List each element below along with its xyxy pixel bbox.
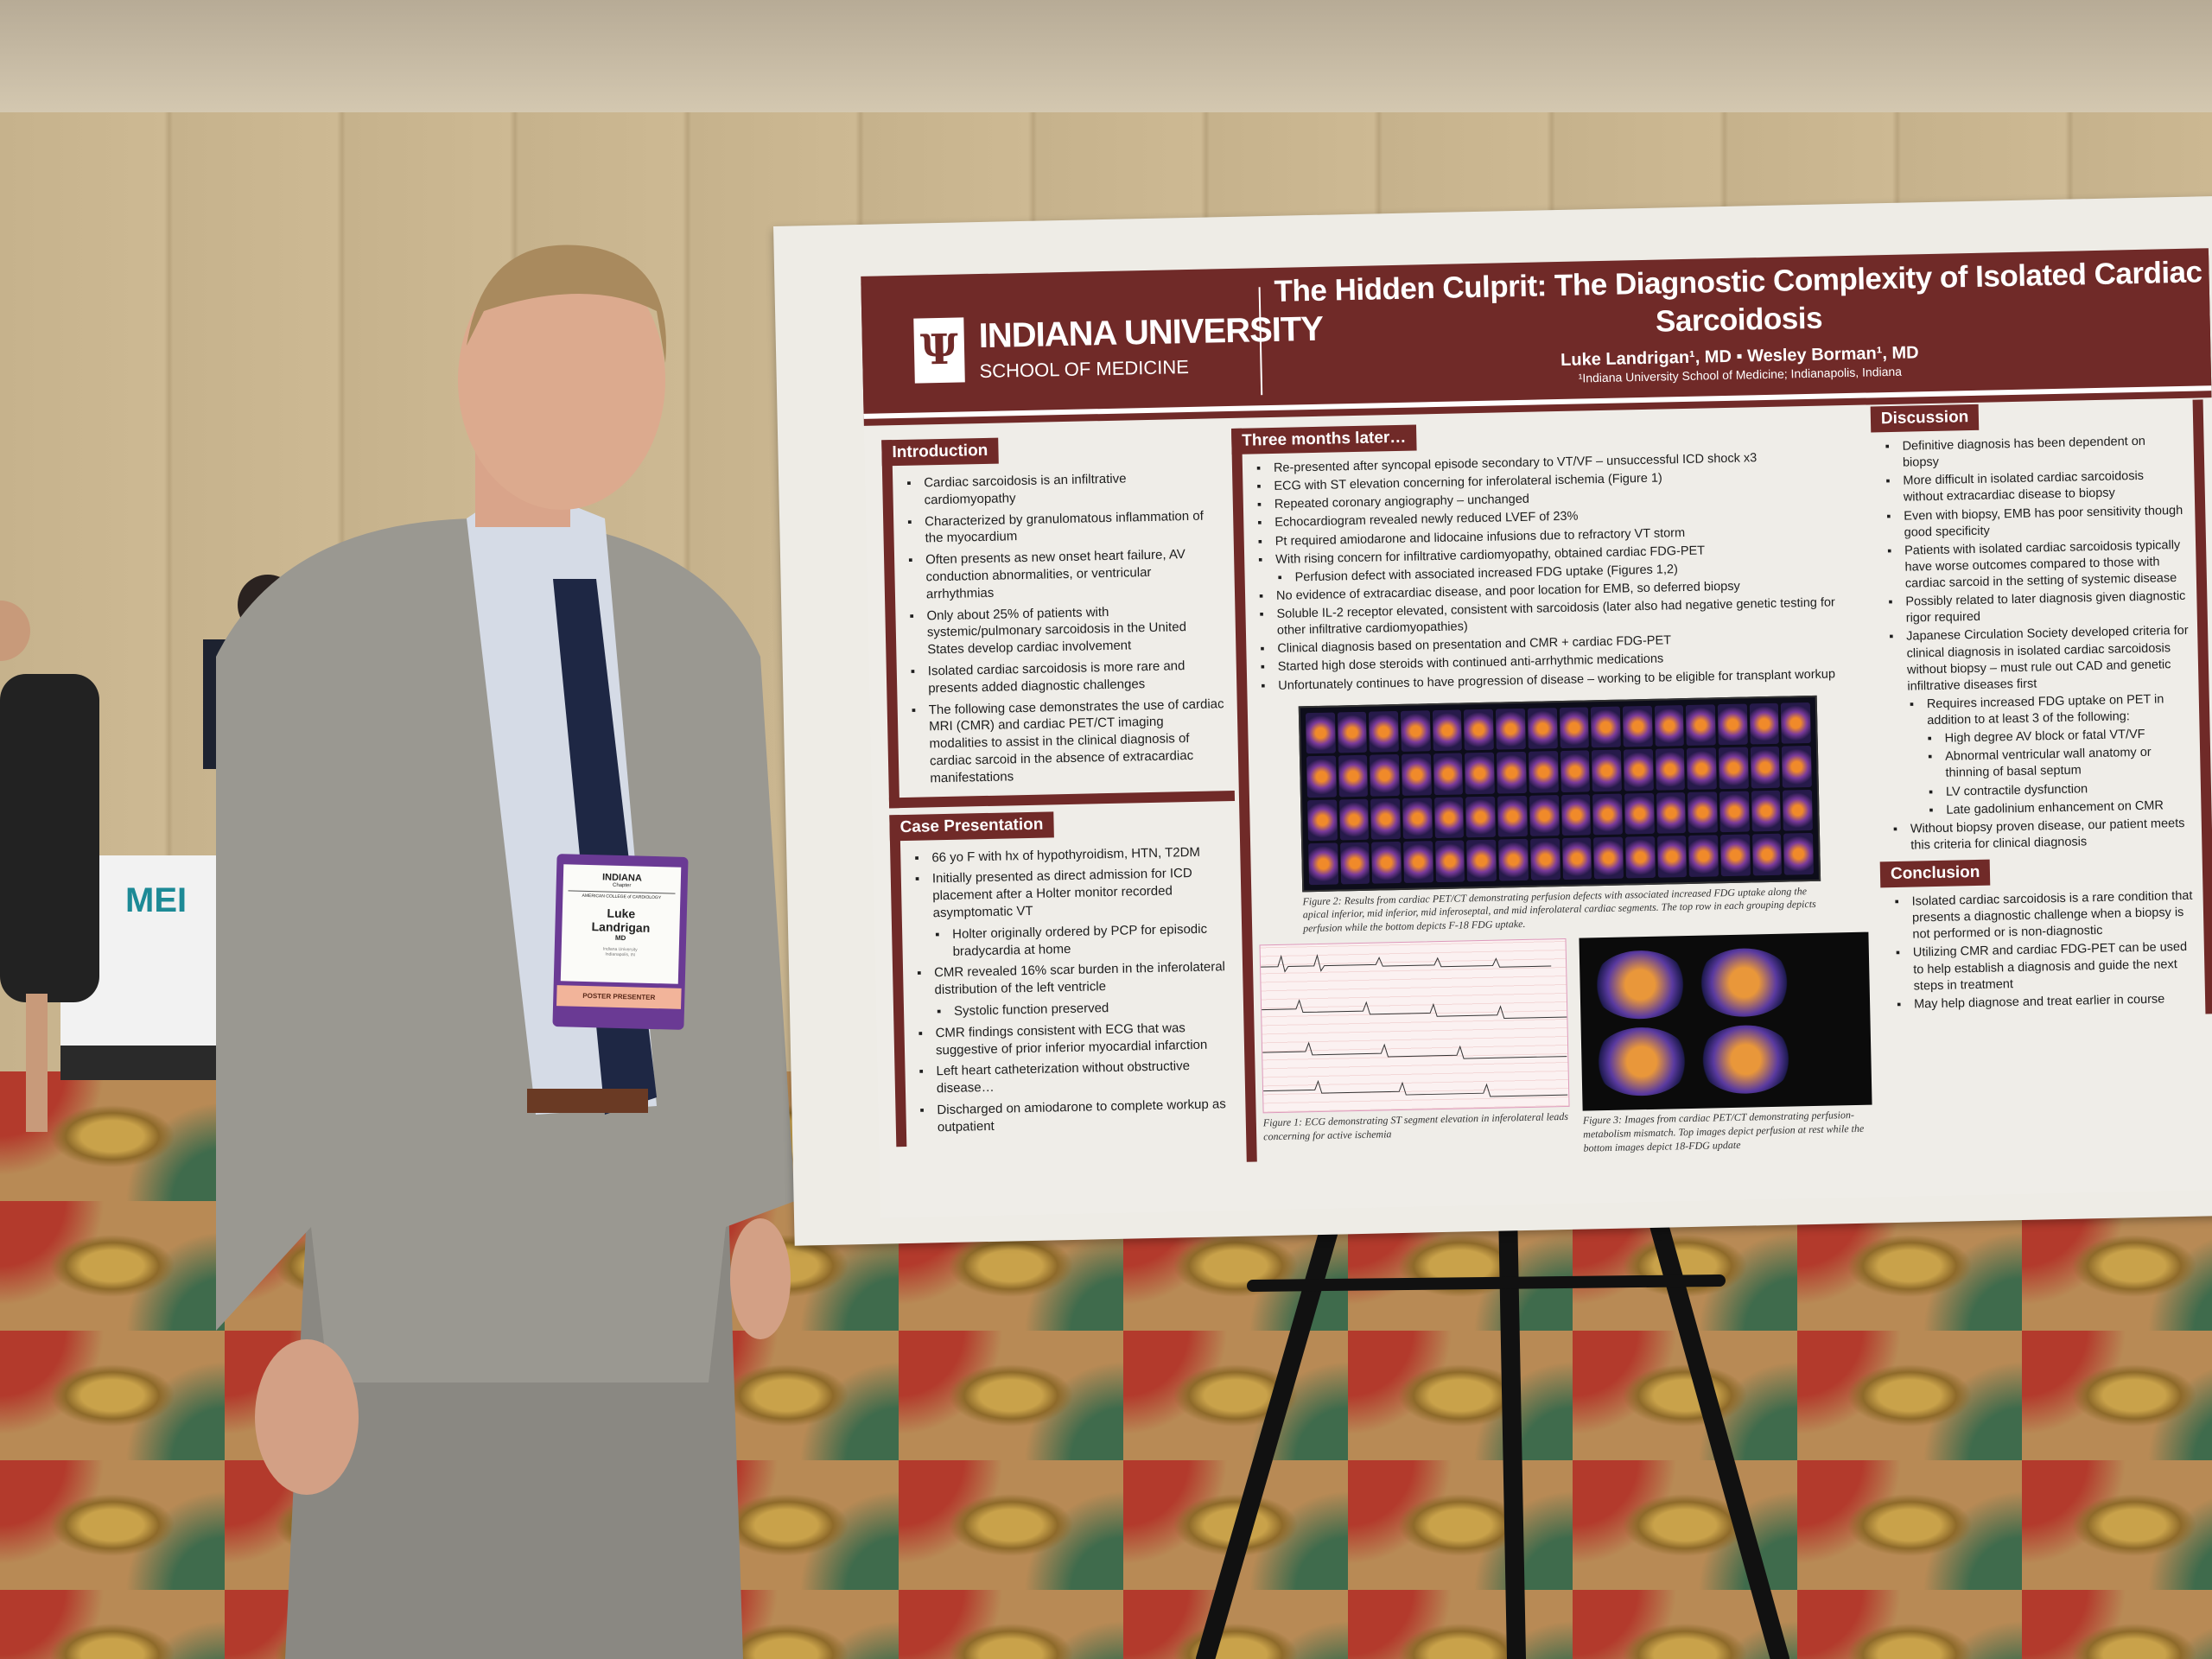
figure-2-pet-images: [1298, 695, 1821, 892]
background-sign-text: MEI: [125, 881, 188, 919]
easel: [1196, 1200, 1789, 1659]
figure-3-caption: Figure 3: Images from cardiac PET/CT dem…: [1582, 1109, 1865, 1154]
person-presenter: [216, 245, 795, 1659]
list-item: Initially presented as direct admission …: [913, 864, 1229, 922]
badge-college: AMERICAN COLLEGE of CARDIOLOGY: [568, 890, 676, 901]
figure-1-caption: Figure 1: ECG demonstrating ST segment e…: [1262, 1110, 1569, 1143]
title-block: The Hidden Culprit: The Diagnostic Compl…: [1271, 253, 2207, 392]
three-months-later-section: Three months later… Re-presented after s…: [1231, 415, 1878, 1162]
list-item: CMR revealed 16% scar burden in the infe…: [915, 958, 1230, 999]
poster-header: Ψ INDIANA UNIVERSITY SCHOOL OF MEDICINE …: [861, 248, 2212, 419]
list-item: Discharged on amiodarone to complete wor…: [918, 1096, 1233, 1136]
figure-1: Figure 1: ECG demonstrating ST segment e…: [1259, 938, 1571, 1161]
list-item: Patients with isolated cardiac sarcoidos…: [1885, 537, 2188, 594]
list-item: CMR findings consistent with ECG that wa…: [916, 1019, 1231, 1059]
background-woman: [0, 601, 99, 1132]
list-item: Utilizing CMR and cardiac FDG-PET can be…: [1894, 939, 2196, 995]
list-item: Without biopsy proven disease, our patie…: [1891, 815, 2194, 855]
list-item: Systolic function preserved: [916, 997, 1230, 1020]
list-item: Characterized by granulomatous inflammat…: [906, 507, 1221, 548]
poster-title: The Hidden Culprit: The Diagnostic Compl…: [1274, 255, 2202, 339]
section-heading: Conclusion: [1879, 859, 1991, 888]
list-item: Often presents as new onset heart failur…: [906, 545, 1222, 603]
figure-3-polar-maps: [1579, 932, 1872, 1112]
list-item: Holter originally ordered by PCP for epi…: [914, 920, 1230, 961]
figure-2-caption: Figure 2: Results from cardiac PET/CT de…: [1302, 884, 1816, 935]
ceiling: [0, 0, 2212, 130]
research-poster: Ψ INDIANA UNIVERSITY SCHOOL OF MEDICINE …: [861, 248, 2212, 1218]
list-item: 66 yo F with hx of hypothyroidism, HTN, …: [912, 843, 1227, 867]
list-item: The following case demonstrates the use …: [910, 696, 1226, 788]
name-badge: INDIANA Chapter AMERICAN COLLEGE of CARD…: [552, 854, 689, 1030]
figure-1-ecg: [1259, 938, 1570, 1114]
poster-board: Ψ INDIANA UNIVERSITY SCHOOL OF MEDICINE …: [773, 195, 2212, 1246]
case-presentation-section: Case Presentation 66 yo F with hx of hyp…: [889, 807, 1243, 1147]
figure-3: Figure 3: Images from cardiac PET/CT dem…: [1579, 932, 1872, 1155]
iu-trident-logo: Ψ: [913, 317, 965, 384]
list-item: Isolated cardiac sarcoidosis is more rar…: [909, 657, 1224, 697]
list-item: Japanese Circulation Society developed c…: [1887, 623, 2190, 696]
list-item: Isolated cardiac sarcoidosis is a rare c…: [1892, 888, 2195, 944]
introduction-section: Introduction Cardiac sarcoidosis is an i…: [881, 433, 1236, 808]
discussion-section: Discussion Definitive diagnosis has been…: [1870, 399, 2212, 1021]
list-item: Definitive diagnosis has been dependent …: [1883, 433, 2185, 473]
section-heading: Case Presentation: [889, 810, 1054, 841]
list-item: Cardiac sarcoidosis is an infiltrative c…: [905, 468, 1220, 509]
list-item: Only about 25% of patients with systemic…: [907, 601, 1223, 659]
section-heading: Introduction: [881, 437, 999, 467]
badge-role: POSTER PRESENTER: [556, 985, 682, 1009]
conclusion-section: Isolated cardiac sarcoidosis is a rare c…: [1880, 881, 2205, 1021]
section-heading: Three months later…: [1231, 424, 1417, 454]
list-item: Requires increased FDG uptake on PET in …: [1889, 691, 2191, 731]
left-column: Introduction Cardiac sarcoidosis is an i…: [881, 433, 1243, 1147]
badge-card: INDIANA Chapter AMERICAN COLLEGE of CARD…: [560, 864, 682, 984]
figure-row: Figure 1: ECG demonstrating ST segment e…: [1253, 932, 1878, 1162]
list-item: Abnormal ventricular wall anatomy or thi…: [1890, 744, 2192, 784]
list-item: More difficult in isolated cardiac sarco…: [1884, 467, 2186, 507]
list-item: Even with biopsy, EMB has poor sensitivi…: [1885, 502, 2187, 542]
school-name: SCHOOL OF MEDICINE: [979, 355, 1190, 383]
section-heading: Discussion: [1870, 404, 1980, 433]
list-item: Possibly related to later diagnosis give…: [1886, 588, 2189, 628]
list-item: Left heart catheterization without obstr…: [917, 1057, 1232, 1097]
